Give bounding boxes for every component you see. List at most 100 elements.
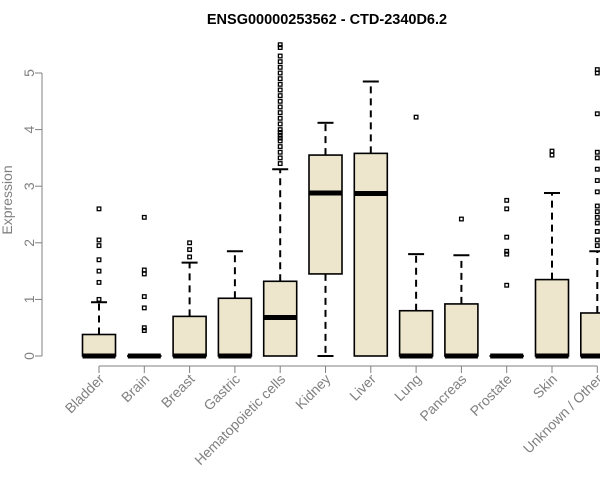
iqr-box [81, 333, 117, 357]
outlier-point [594, 67, 600, 73]
outlier-point [277, 70, 283, 76]
outlier-point [594, 220, 600, 226]
outlier-point [141, 294, 147, 300]
iqr-box [217, 297, 253, 357]
outlier-point [413, 114, 419, 120]
outlier-point [277, 132, 283, 138]
iqr-box [353, 152, 389, 357]
outlier-point [96, 268, 102, 274]
outlier-point [549, 152, 555, 158]
iqr-box [579, 312, 600, 357]
box-pancreas [444, 216, 479, 359]
outlier-point [594, 149, 600, 155]
outlier-point [277, 45, 283, 50]
chart-title: ENSG00000253562 - CTD-2340D6.2 [207, 12, 447, 28]
outlier-point [594, 166, 600, 172]
box-bladder [81, 206, 117, 359]
box-liver [353, 80, 389, 357]
y-tick-label: 3 [21, 182, 37, 190]
outlier-point [594, 155, 600, 161]
y-axis-label: Expression [0, 165, 15, 234]
iqr-box [444, 303, 479, 357]
outlier-point [277, 129, 283, 135]
outlier-point [594, 243, 600, 249]
outlier-point [277, 155, 283, 161]
outlier-point [277, 110, 283, 116]
outlier-point [594, 111, 600, 117]
outlier-point [594, 178, 600, 183]
x-tick-label: Pancreas [416, 371, 469, 424]
outlier-point [187, 247, 193, 253]
outlier-point [504, 248, 510, 254]
box-lung [398, 114, 434, 359]
x-tick-label: Lung [391, 371, 424, 404]
iqr-box [398, 309, 434, 357]
outlier-point [277, 115, 283, 121]
outlier-point [594, 209, 600, 215]
x-tick-label: Unknown / Other [520, 371, 600, 457]
box-gastric [217, 250, 253, 359]
x-tick-label: Prostate [467, 371, 515, 419]
outlier-point [594, 237, 600, 243]
outlier-point [277, 81, 283, 87]
outlier-point [277, 53, 283, 59]
outlier-point [187, 240, 193, 246]
outlier-point [549, 148, 555, 154]
x-tick-label: Bladder [62, 371, 108, 417]
outlier-point [141, 325, 147, 331]
box-brain [127, 214, 162, 359]
box-unknown-other [579, 67, 600, 359]
outlier-point [141, 328, 147, 333]
outlier-point [96, 243, 102, 249]
outlier-point [504, 251, 510, 257]
outlier-point [141, 305, 147, 311]
x-tick-label: Skin [530, 371, 561, 402]
box-hematopoietic-cells [262, 42, 298, 357]
box-kidney [308, 121, 343, 357]
outlier-point [458, 216, 464, 222]
x-tick-label: Gastric [200, 371, 243, 414]
box-group [81, 42, 600, 359]
outlier-point [187, 254, 193, 260]
outlier-point [504, 234, 510, 240]
box-prostate [489, 197, 525, 359]
outlier-point [96, 279, 102, 285]
outlier-point [277, 59, 283, 65]
outlier-point [277, 127, 283, 133]
outlier-point [277, 76, 283, 82]
outlier-point [96, 237, 102, 243]
outlier-point [277, 64, 283, 70]
y-tick-label: 2 [21, 239, 37, 247]
outlier-point [594, 229, 600, 234]
outlier-point [504, 197, 510, 203]
y-tick-label: 4 [21, 125, 37, 133]
x-tick-label: Breast [158, 371, 198, 411]
outlier-point [277, 161, 283, 167]
outlier-point [594, 214, 600, 220]
outlier-point [141, 271, 147, 277]
outlier-point [594, 189, 600, 195]
outlier-point [277, 138, 283, 144]
box-breast [172, 240, 207, 359]
iqr-box [534, 278, 570, 357]
outlier-point [96, 296, 102, 302]
outlier-point [277, 93, 283, 99]
outlier-point [277, 98, 283, 104]
outlier-point [141, 214, 147, 220]
outlier-point [277, 121, 283, 127]
outlier-point [277, 87, 283, 93]
box-skin [534, 148, 570, 359]
outlier-point [277, 135, 283, 141]
outlier-point [504, 282, 510, 288]
outlier-point [277, 149, 283, 155]
x-tick-label: Liver [346, 371, 379, 404]
outlier-point [96, 206, 102, 212]
outlier-point [504, 206, 510, 212]
outlier-point [277, 144, 283, 150]
x-tick-label: Kidney [292, 371, 334, 413]
outlier-point [141, 267, 147, 273]
y-tick-label: 1 [21, 295, 37, 303]
y-tick-label: 0 [21, 352, 37, 360]
